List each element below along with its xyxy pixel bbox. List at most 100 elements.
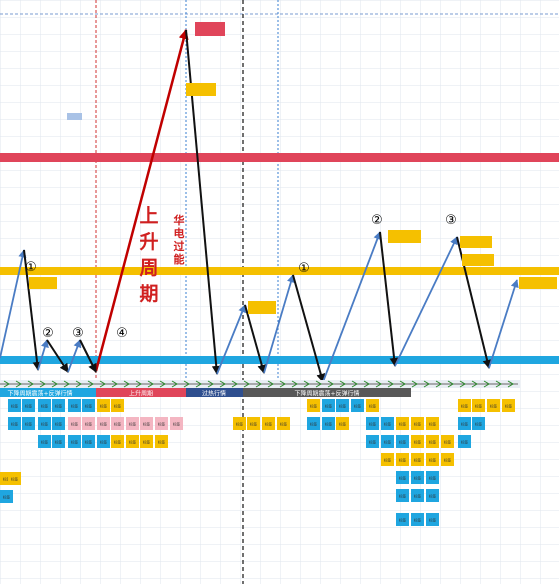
timeline-tick [51,380,58,388]
timeline-tick [411,380,418,388]
phase-bar-up [96,388,186,397]
sector-block: 标签 [38,417,51,430]
sector-block-label: 标签 [11,477,18,482]
sector-block-label: 标签 [143,440,150,445]
sector-block: 标签 [38,399,51,412]
sector-block: 标签 [126,417,139,430]
sector-block: 标签 [366,417,379,430]
sector-block-label: 标签 [55,404,62,409]
sector-block-label: 标签 [325,404,333,409]
timeline-tick [183,380,190,388]
annotation-tags [29,22,557,314]
phase-label-row: 下降周期震荡+反弹行情 上升周期 过热行情 下降周期震荡+反弹行情 [0,388,411,398]
timeline-tick [399,380,406,388]
sector-block-label: 标签 [399,494,407,499]
sector-block: 标签 [502,399,515,412]
sector-block: 标签 [262,417,275,430]
phase-label-down-2: 下降周期震荡+反弹行情 [294,390,359,398]
sector-block-label: 标签 [399,422,407,427]
sector-block: 标签 [155,417,168,430]
blue-band [0,356,559,364]
rising-cycle-text: 上升周期 [139,205,158,305]
sector-block-label: 标签 [158,440,165,445]
timeline-tick [423,380,430,388]
sector-block: 标签 [247,417,260,430]
marker-three: ③ [72,326,84,341]
sector-block-label: 标签 [41,422,48,427]
tag [29,277,57,289]
sector-block-label: 标签 [265,422,273,427]
timeline-bar [0,380,520,388]
sector-block: 标签 [426,471,439,484]
sector-block-label: 标签 [158,422,165,427]
timeline-tick [231,380,238,388]
marker-two: ② [371,213,383,228]
sector-block-label: 标签 [505,404,513,409]
sector-block: 标签 [472,399,485,412]
up-stroke [67,339,82,373]
sector-block-label: 标签 [384,440,392,445]
sector-block: 标签 [322,417,335,430]
timeline-tick [219,380,226,388]
sector-block-label: 标签 [339,404,347,409]
sector-block: 标签 [68,417,81,430]
sector-block: 标签 [52,435,65,448]
sector-block-label: 标签 [475,404,483,409]
sector-block-label: 标签 [369,404,377,409]
sector-block-label: 标签 [85,440,92,445]
sector-block: 标签 [336,417,349,430]
sector-block: 标签 [38,435,51,448]
sector-block: 标签 [458,417,471,430]
sector-block-label: 标签 [339,422,347,427]
sector-block: 标签 [381,435,394,448]
sector-block: 标签 [68,399,81,412]
sector-block-label: 标签 [3,495,10,500]
sector-block-label: 标签 [399,440,407,445]
phase-label-down-1: 下降周期震荡+反弹行情 [7,390,72,398]
sector-block-label: 标签 [369,422,377,427]
sector-block: 标签 [0,490,13,503]
timeline-tick [39,380,46,388]
sector-block: 标签 [396,453,409,466]
down-stroke [23,249,42,371]
red-band [0,153,559,162]
sector-block: 标签 [82,417,95,430]
sector-block-label: 标签 [114,422,121,427]
sector-block: 标签 [8,472,21,485]
sector-block: 标签 [396,435,409,448]
timeline-tick [375,380,382,388]
sector-block-label: 标签 [114,404,121,409]
sector-block: 标签 [426,513,439,526]
timeline-tick [447,380,454,388]
sector-block-label: 标签 [429,476,437,481]
sector-block: 标签 [233,417,246,430]
timeline-tick [15,380,22,388]
sector-block: 标签 [458,399,471,412]
sector-block: 标签 [411,435,424,448]
sector-block: 标签 [336,399,349,412]
sector-block-label: 标签 [280,422,288,427]
sector-block-label: 标签 [310,422,318,427]
sector-block: 标签 [155,435,168,448]
sector-block-label: 标签 [100,440,107,445]
timeline-tick [279,380,286,388]
sector-block-label: 标签 [11,404,18,409]
phase-label-overheat: 过热行情 [202,390,226,398]
sector-block: 标签 [82,399,95,412]
sector-block: 标签 [8,417,21,430]
marker-four: ④ [116,326,128,341]
down-stroke [79,339,97,373]
sector-block: 标签 [472,417,485,430]
timeline-tick [99,380,106,388]
sector-block-label: 标签 [325,422,333,427]
timeline-tick [63,380,70,388]
sector-block: 标签 [381,417,394,430]
sector-block: 标签 [111,399,124,412]
sector-block: 标签 [170,417,183,430]
huadian-overheat-text: 华电过能 [174,213,185,266]
tag [388,230,421,243]
sector-block-label: 标签 [414,422,422,427]
timeline-tick [135,380,142,388]
